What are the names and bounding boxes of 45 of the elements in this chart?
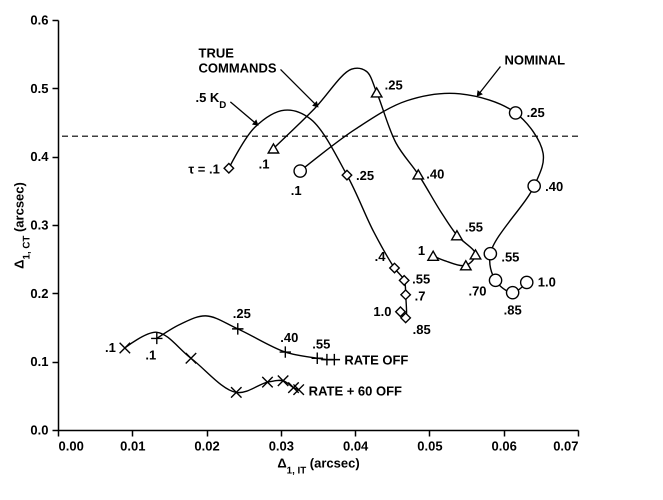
x-tick-label: 0.06 xyxy=(492,438,517,454)
x-tick-label: 0.05 xyxy=(417,438,443,454)
annotation: .55 xyxy=(312,336,330,352)
x-tick-label: 0.00 xyxy=(58,438,84,454)
annotation: RATE OFF xyxy=(344,352,408,368)
x-tick-label: 0.03 xyxy=(268,438,294,454)
annotation: .25 xyxy=(526,104,545,120)
annotation: 1 xyxy=(418,242,426,258)
x-tick-label: 0.07 xyxy=(553,438,578,454)
y-tick-label: 0.6 xyxy=(30,12,48,28)
annotation: .70 xyxy=(468,283,487,298)
annotation: .40 xyxy=(280,330,298,346)
annotation: τ = .1 xyxy=(188,161,220,176)
annotation: .1 xyxy=(290,183,302,198)
annotation: 1.0 xyxy=(538,274,556,290)
annotation: TRUE COMMANDS xyxy=(198,45,277,76)
annotation: .55 xyxy=(501,250,520,265)
x-tick-label: 0.01 xyxy=(120,438,146,454)
annotation: .1 xyxy=(145,347,156,362)
x-tick-label: 0.04 xyxy=(342,438,370,454)
x-axis-title: Δ$_{1, IT}$ (arcsec) xyxy=(277,456,360,476)
annotation: .1 xyxy=(258,156,270,172)
annotation: .25 xyxy=(384,77,403,92)
y-tick-label: 0.1 xyxy=(30,354,48,370)
annotation: 1.0 xyxy=(373,304,392,319)
x-tick-label: 0.02 xyxy=(194,438,220,454)
annotation: .4 xyxy=(374,249,386,264)
annotation: .25 xyxy=(356,168,374,184)
annotation: .40 xyxy=(426,166,444,182)
y-tick-label: 0.4 xyxy=(30,149,50,164)
annotation: .7 xyxy=(414,288,426,304)
y-tick-label: 0.2 xyxy=(30,286,48,301)
y-tick-label: 0.3 xyxy=(30,218,48,232)
y-tick-label: 0.5 xyxy=(30,80,48,96)
annotation: .5 K$_{D}$ xyxy=(195,90,226,110)
annotation: .25 xyxy=(232,306,251,321)
annotation: .55 xyxy=(464,219,483,234)
annotation: .85 xyxy=(504,302,522,318)
annotation: .40 xyxy=(545,179,564,194)
annotation: .85 xyxy=(412,322,431,337)
annotation: .55 xyxy=(412,271,430,286)
annotation: RATE + 60 OFF xyxy=(308,384,402,399)
annotation: NOMINAL xyxy=(504,52,566,68)
y-tick-label: 0.0 xyxy=(30,422,48,438)
annotation: .1 xyxy=(105,340,116,355)
